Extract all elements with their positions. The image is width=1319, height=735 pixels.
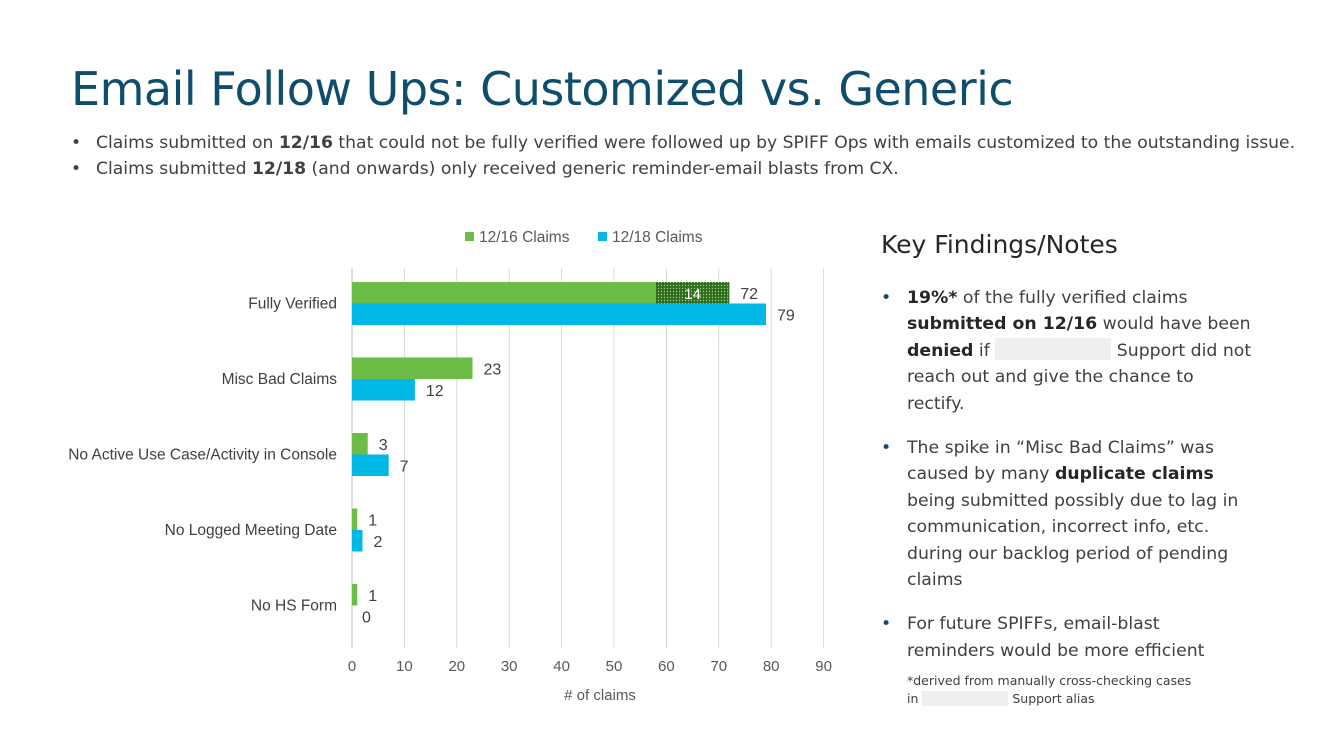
redacted-block xyxy=(995,337,1112,360)
y-tick-label: Fully Verified xyxy=(248,296,337,313)
x-tick-label: 50 xyxy=(606,658,623,675)
note-highlight: denied xyxy=(907,340,974,361)
highlight-segment xyxy=(655,282,730,304)
x-tick-label: 40 xyxy=(553,658,570,675)
bar xyxy=(352,508,358,530)
bar xyxy=(352,454,389,476)
note-line: during our backlog period of pending xyxy=(907,543,1229,564)
note-text: Support did not xyxy=(1111,340,1252,361)
data-label: 2 xyxy=(373,534,382,551)
page-title: Email Follow Ups: Customized vs. Generic xyxy=(71,62,1014,116)
data-label: 7 xyxy=(400,458,409,475)
notes-title: Key Findings/Notes xyxy=(881,230,1118,259)
data-label: 0 xyxy=(362,609,371,626)
data-label: 1 xyxy=(368,588,377,605)
data-label: 79 xyxy=(777,307,795,324)
y-tick-label: No HS Form xyxy=(251,598,337,615)
note-line: being submitted possibly due to lag in xyxy=(907,490,1239,511)
note-text: caused by many xyxy=(907,464,1055,485)
note-line: For future SPIFFs, email-blast xyxy=(907,614,1160,635)
note-highlight: 19%* xyxy=(907,288,958,308)
note-item: For future SPIFFs, email-blast reminders… xyxy=(881,611,1251,664)
note-highlight: duplicate claims xyxy=(1054,464,1214,485)
footnote-line: *derived from manually cross-checking ca… xyxy=(907,673,1192,688)
x-tick-label: 90 xyxy=(815,658,832,675)
gridlines xyxy=(351,268,825,648)
x-tick-label: 10 xyxy=(396,658,413,675)
note-line: submitted on 12/16 would have been xyxy=(907,311,1251,337)
data-label: 23 xyxy=(484,361,502,378)
x-tick-label: 30 xyxy=(501,658,518,675)
x-tick-label: 70 xyxy=(710,658,727,675)
bar xyxy=(352,303,766,325)
legend-label: 12/18 Claims xyxy=(612,229,703,246)
note-highlight: submitted on 12/16 xyxy=(907,314,1098,335)
summary-bullet: Claims submitted 12/18 (and onwards) onl… xyxy=(71,156,1295,182)
note-line: rectify. xyxy=(907,393,965,414)
note-line: The spike in “Misc Bad Claims” was xyxy=(907,438,1215,459)
note-line: communication, incorrect info, etc. xyxy=(907,517,1210,538)
data-label: 1 xyxy=(368,512,377,529)
y-tick-label: No Logged Meeting Date xyxy=(165,522,337,539)
x-tick-label: 20 xyxy=(448,658,465,675)
note-line: 19%* of the fully verified claims xyxy=(907,285,1251,311)
notes-list: 19%* of the fully verified claims submit… xyxy=(881,285,1251,682)
bar xyxy=(352,379,415,401)
note-text: if xyxy=(973,340,996,361)
bullet-date: 12/18 xyxy=(251,159,307,179)
legend-label: 12/16 Claims xyxy=(479,229,570,246)
summary-bullets: Claims submitted on 12/16 that could not… xyxy=(71,130,1295,182)
data-label: 3 xyxy=(379,437,388,454)
bullet-text: Claims submitted on xyxy=(96,133,279,153)
note-line: claims xyxy=(907,570,963,591)
bar xyxy=(352,433,368,455)
bar xyxy=(352,584,358,606)
bar xyxy=(352,357,473,379)
note-text: of the fully verified claims xyxy=(957,288,1188,308)
bullet-text: Claims submitted xyxy=(96,159,252,179)
note-line: denied if Support did not xyxy=(907,337,1252,364)
y-tick-label: Misc Bad Claims xyxy=(222,371,338,388)
bullet-text: that could not be fully verified were fo… xyxy=(332,133,1296,153)
footnote-line: in Support alias xyxy=(907,690,1191,708)
x-tick-label: 0 xyxy=(348,658,356,675)
bullet-date: 12/16 xyxy=(278,133,333,153)
footnote-text: in xyxy=(907,691,919,706)
bullet-text: (and onwards) only received generic remi… xyxy=(306,159,899,179)
data-label: 12 xyxy=(426,383,444,400)
legend-swatch xyxy=(598,232,607,241)
summary-bullet: Claims submitted on 12/16 that could not… xyxy=(71,130,1295,156)
data-label: 72 xyxy=(740,286,758,303)
bar xyxy=(352,530,363,552)
footnote-text: Support alias xyxy=(1012,691,1095,706)
note-line: reminders would be more efficient xyxy=(907,640,1205,661)
x-tick-label: 80 xyxy=(763,658,780,675)
redacted-block xyxy=(922,691,1009,706)
bar xyxy=(352,282,730,304)
x-axis-label: # of claims xyxy=(564,687,636,704)
footnote: *derived from manually cross-checking ca… xyxy=(907,672,1191,708)
note-line: reach out and give the chance to xyxy=(907,367,1194,388)
note-text: would have been xyxy=(1097,314,1251,335)
x-tick-label: 60 xyxy=(658,658,675,675)
legend-swatch xyxy=(465,232,474,241)
legend: 12/16 Claims 12/18 Claims xyxy=(465,229,703,246)
note-line: caused by many duplicate claims xyxy=(907,461,1251,487)
note-item: The spike in “Misc Bad Claims” was cause… xyxy=(881,435,1251,593)
y-tick-label: No Active Use Case/Activity in Console xyxy=(68,447,337,464)
note-item: 19%* of the fully verified claims submit… xyxy=(881,285,1251,417)
highlight-label: 14 xyxy=(684,286,701,303)
bars xyxy=(352,282,766,606)
